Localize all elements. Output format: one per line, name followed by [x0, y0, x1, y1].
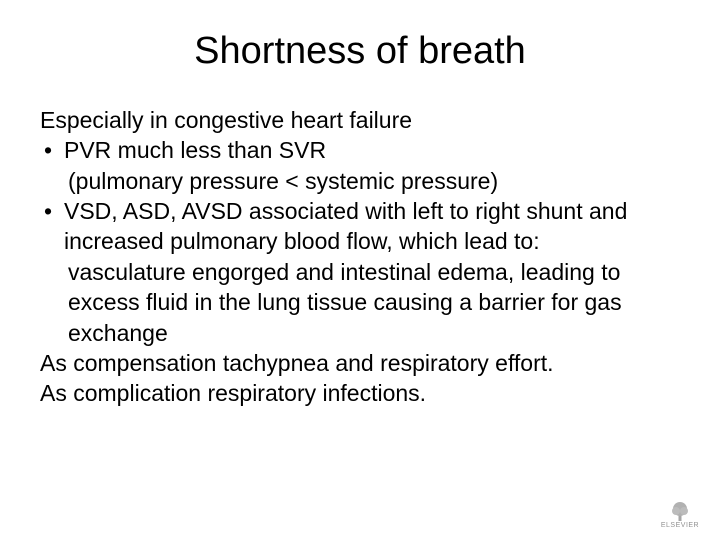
tree-icon [669, 501, 691, 521]
bullet-text: PVR much less than SVR [64, 135, 680, 165]
closing-line: As complication respiratory infections. [40, 378, 680, 408]
slide-container: Shortness of breath Especially in conges… [0, 0, 720, 540]
bullet-marker: • [40, 196, 64, 226]
bullet-item: • VSD, ASD, AVSD associated with left to… [40, 196, 680, 257]
slide-body: Especially in congestive heart failure •… [40, 105, 680, 409]
intro-line: Especially in congestive heart failure [40, 105, 680, 135]
bullet-item: • PVR much less than SVR [40, 135, 680, 165]
bullet-marker: • [40, 135, 64, 165]
closing-line: As compensation tachypnea and respirator… [40, 348, 680, 378]
slide-title: Shortness of breath [40, 30, 680, 73]
bullet-subtext: vasculature engorged and intestinal edem… [40, 257, 680, 348]
publisher-name: ELSEVIER [661, 522, 699, 529]
bullet-text: VSD, ASD, AVSD associated with left to r… [64, 196, 680, 257]
publisher-logo: ELSEVIER [652, 498, 708, 532]
bullet-subtext: (pulmonary pressure < systemic pressure) [40, 166, 680, 196]
